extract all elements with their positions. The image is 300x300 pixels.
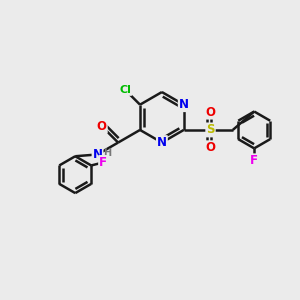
Text: Cl: Cl [119,85,131,95]
Text: F: F [250,154,258,167]
Text: N: N [157,136,167,149]
Text: F: F [99,156,107,169]
Text: H: H [103,148,111,158]
Text: O: O [97,120,107,133]
Text: O: O [206,106,215,118]
Text: S: S [206,123,215,136]
Text: N: N [92,148,103,161]
Text: N: N [179,98,189,111]
Text: O: O [206,141,215,154]
